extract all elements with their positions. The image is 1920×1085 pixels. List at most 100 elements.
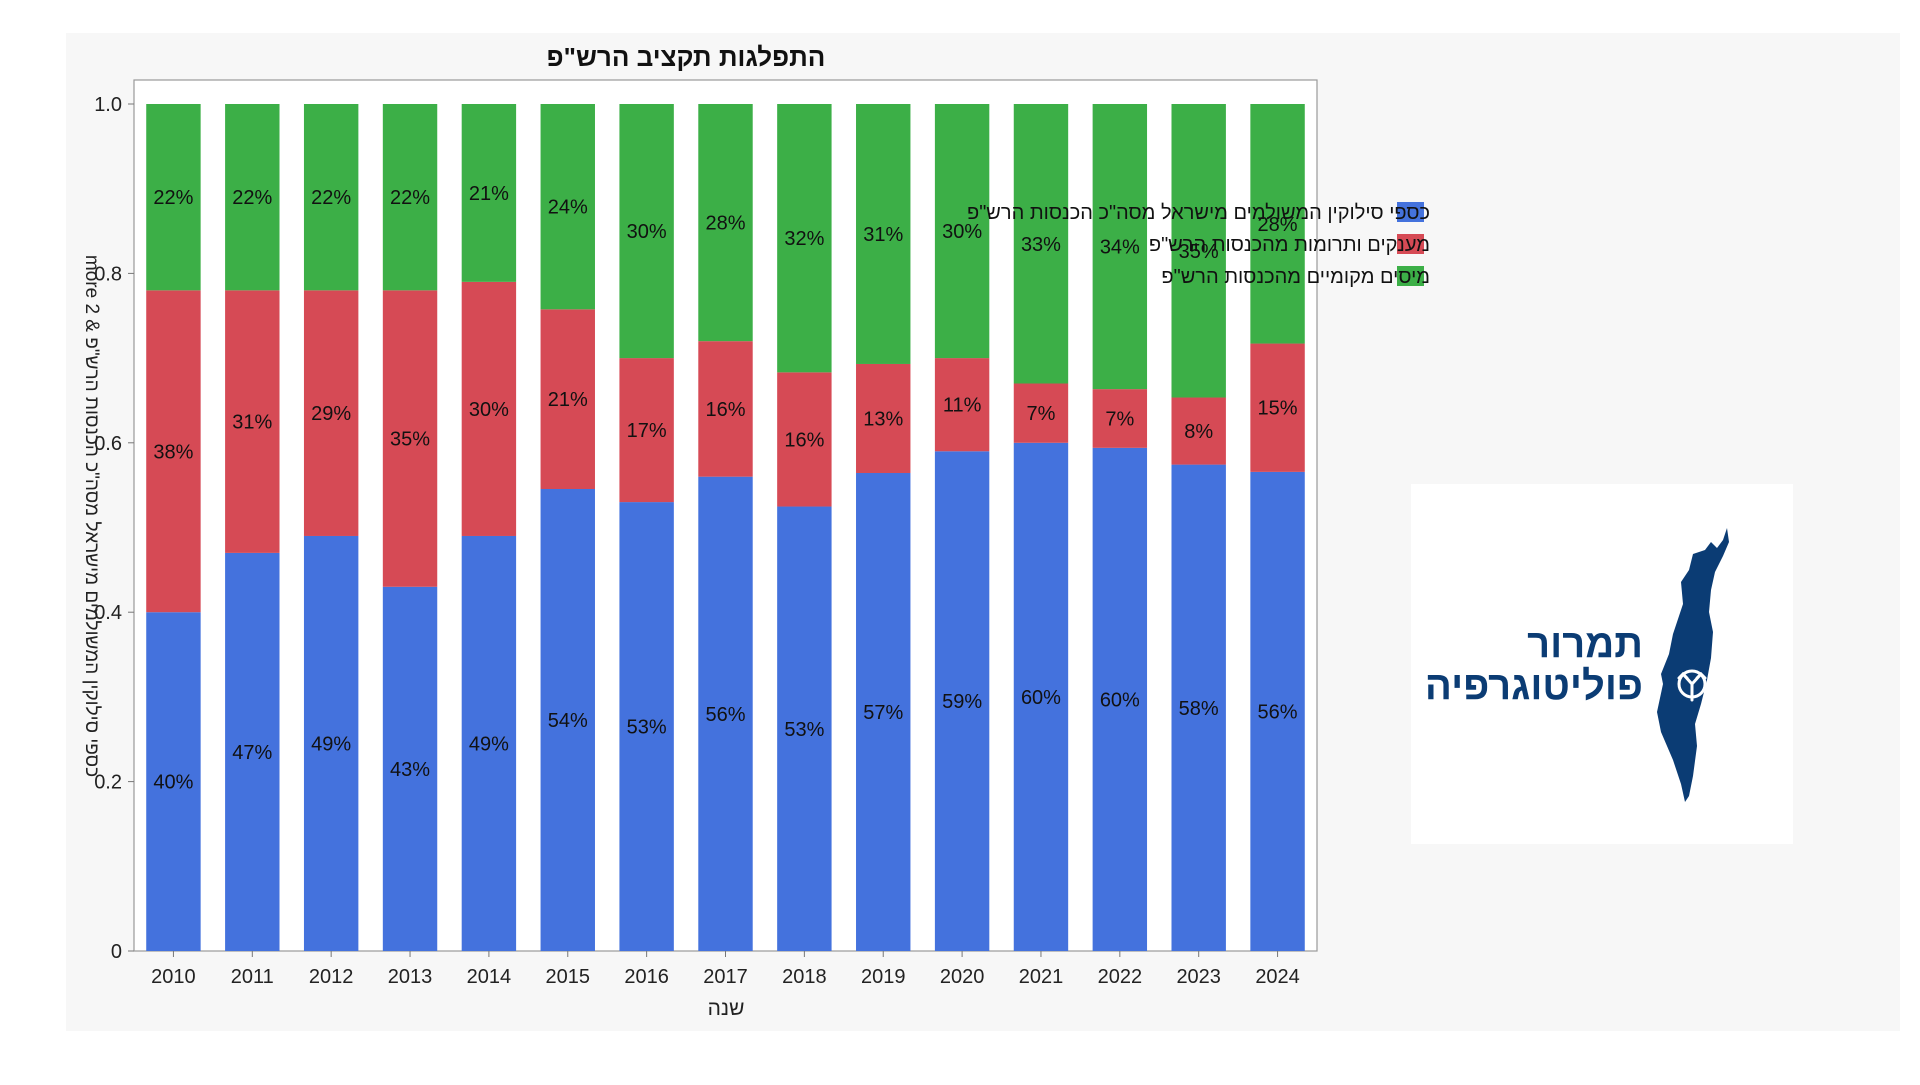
bar-2023-series-2: [1171, 397, 1226, 465]
x-tick-label-2011: 2011: [231, 966, 274, 988]
y-axis-label: כספי סילוקין המשולמים מישראל מסה"כ הכנסו…: [81, 255, 102, 777]
bar-2023-series-3: [1171, 104, 1226, 398]
bar-label-2011-series-1: 47%: [232, 742, 272, 764]
bar-2021-series-2: [1013, 383, 1069, 443]
bar-2019-series-2: [856, 363, 911, 473]
bar-2016-series-1: [619, 502, 674, 951]
bar-label-2015-series-1: 54%: [548, 710, 588, 732]
bar-2014-series-1: [461, 535, 517, 951]
bar-label-2024-series-3: 28%: [1258, 214, 1298, 236]
bar-2022-series-3: [1092, 104, 1148, 390]
bar-label-2023-series-2: 8%: [1184, 421, 1213, 443]
bar-2015-series-2: [540, 309, 595, 489]
bar-label-2011-series-3: 22%: [232, 187, 272, 209]
chart-title: התפלגות תקציב הרש"פ: [547, 42, 826, 72]
x-tick-label-2018: 2018: [782, 966, 827, 988]
bar-2017-series-1: [698, 476, 753, 951]
x-tick-label-2016: 2016: [624, 966, 669, 988]
bar-label-2023-series-3: 35%: [1179, 241, 1219, 263]
bar-2014-series-3: [461, 104, 517, 282]
legend-swatch-2: [1397, 234, 1424, 254]
bar-label-2023-series-1: 58%: [1179, 698, 1219, 720]
bar-2012-series-1: [303, 535, 359, 951]
x-tick-label-2015: 2015: [546, 966, 591, 988]
bar-2018-series-3: [777, 104, 832, 373]
bar-label-2016-series-1: 53%: [627, 717, 667, 739]
bar-2011-series-1: [225, 552, 280, 951]
bar-label-2020-series-2: 11%: [943, 395, 982, 417]
bar-label-2024-series-2: 15%: [1258, 398, 1298, 420]
israel-map-icon: [1657, 528, 1729, 802]
bar-label-2016-series-2: 17%: [627, 420, 667, 442]
bar-2021-series-1: [1013, 442, 1069, 951]
bar-label-2015-series-2: 21%: [548, 389, 588, 411]
bar-2020-series-3: [934, 104, 990, 359]
bar-2018-series-2: [777, 372, 832, 507]
bar-label-2022-series-1: 60%: [1100, 689, 1140, 711]
bar-label-2012-series-1: 49%: [311, 733, 351, 755]
y-tick-label-0: 0: [111, 941, 122, 963]
bar-label-2015-series-3: 24%: [548, 197, 588, 219]
bar-2022-series-1: [1092, 447, 1148, 951]
logo-line-2: פוליטוגרפיה: [1424, 664, 1643, 708]
bar-2019-series-3: [856, 104, 911, 364]
legend-label-2: מענקים ותרומות מהכנסות הרש"פ: [1149, 234, 1430, 256]
bar-label-2010-series-1: 40%: [153, 772, 193, 794]
bar-2020-series-2: [934, 358, 990, 452]
bar-label-2016-series-3: 30%: [627, 221, 667, 243]
bar-label-2012-series-3: 22%: [311, 187, 351, 209]
bar-label-2014-series-2: 30%: [469, 399, 509, 421]
bar-label-2014-series-3: 21%: [469, 183, 509, 205]
bar-2013-series-1: [382, 586, 438, 951]
x-axis: 2010 2011 2012 2013 2014 2015 2016 2017 2018 2019…: [151, 951, 1300, 988]
bar-labels-layer: 40% 38% 22% 47% 31% 22% 49% 29% 22% 43% 35% 22% 49% 3…: [153, 183, 1297, 794]
y-tick-label-2: 0.4: [94, 602, 122, 624]
bar-label-2022-series-2: 7%: [1105, 408, 1134, 430]
bar-label-2019-series-1: 57%: [863, 702, 903, 724]
x-tick-label-2017: 2017: [703, 966, 748, 988]
bar-label-2020-series-1: 59%: [942, 691, 982, 713]
y-tick-label-3: 0.6: [94, 433, 122, 455]
bar-2010-series-3: [146, 104, 201, 291]
bar-2022-series-2: [1092, 389, 1148, 448]
bar-label-2018-series-3: 32%: [784, 228, 824, 250]
bar-2015-series-1: [540, 489, 595, 951]
bar-2024-series-3: [1250, 104, 1305, 344]
bar-label-2013-series-3: 22%: [390, 187, 430, 209]
x-tick-label-2013: 2013: [388, 966, 433, 988]
bar-2024-series-2: [1250, 343, 1305, 472]
bar-label-2011-series-2: 31%: [232, 412, 272, 434]
bar-label-2013-series-2: 35%: [390, 429, 430, 451]
legend-label-3: מיסים מקומיים מהכנסות הרש"פ: [1161, 266, 1430, 288]
bar-label-2019-series-2: 13%: [863, 408, 903, 430]
bar-label-2024-series-1: 56%: [1258, 701, 1298, 723]
x-tick-label-2014: 2014: [467, 966, 512, 988]
bar-2016-series-3: [619, 104, 674, 359]
x-tick-label-2012: 2012: [309, 966, 354, 988]
legend-swatch-3: [1397, 266, 1424, 286]
bar-2021-series-3: [1013, 104, 1069, 384]
bar-2012-series-2: [303, 290, 359, 536]
bar-2018-series-1: [777, 506, 832, 951]
bar-label-2012-series-2: 29%: [311, 403, 351, 425]
x-axis-label: שנה: [708, 997, 745, 1020]
x-tick-label-2021: 2021: [1019, 966, 1064, 988]
bar-2019-series-1: [856, 472, 911, 951]
bar-label-2010-series-3: 22%: [153, 187, 193, 209]
legend-swatch-1: [1397, 202, 1424, 222]
x-tick-label-2010: 2010: [151, 966, 196, 988]
bar-label-2018-series-2: 16%: [784, 429, 824, 451]
bar-2010-series-1: [146, 612, 201, 951]
bar-2023-series-1: [1171, 464, 1226, 951]
x-tick-label-2022: 2022: [1098, 966, 1143, 988]
x-tick-label-2020: 2020: [940, 966, 985, 988]
bar-2011-series-2: [225, 290, 280, 553]
bar-label-2020-series-3: 30%: [942, 221, 982, 243]
bar-2011-series-3: [225, 104, 280, 291]
y-tick-label-5: 1.0: [94, 94, 122, 116]
legend-label-1: כספי סילוקין המשולמים מישראל מסה"כ הכנסו…: [967, 202, 1430, 224]
y-tick-label-4: 0.8: [94, 263, 122, 285]
logo-line-1: תמרור: [1527, 622, 1643, 666]
